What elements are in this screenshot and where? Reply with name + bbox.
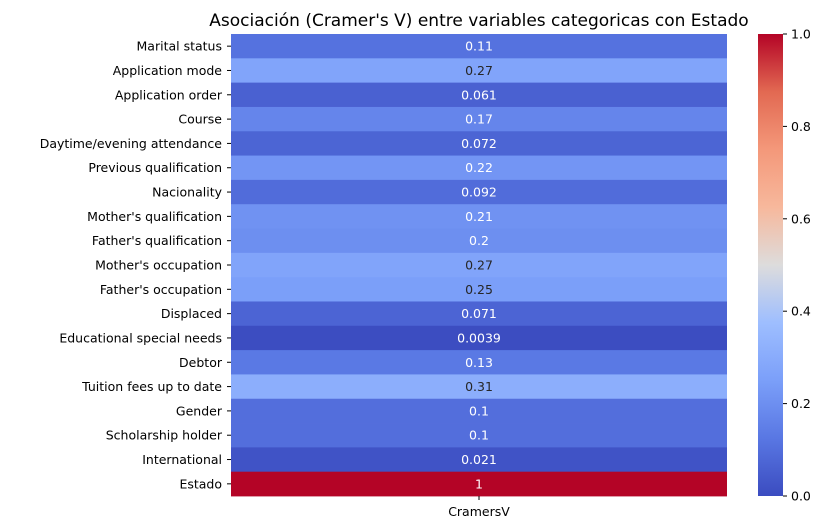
y-tick-label: Marital status [137,39,222,54]
cell-value-label: 0.13 [465,355,493,370]
y-tick-label: Tuition fees up to date [81,379,222,394]
heatmap-cell [231,131,727,156]
cell-value-label: 0.1 [469,403,489,418]
y-tick-label: Application order [115,87,223,102]
heatmap-cell [231,155,727,181]
cell-value-label: 0.021 [461,452,497,467]
cell-value-label: 0.072 [461,136,497,151]
cell-value-label: 0.27 [465,63,493,78]
cell-value-label: 0.061 [461,87,497,102]
heatmap-cell [231,34,727,59]
y-tick-label: Application mode [113,63,223,78]
y-tick-label: Nacionality [152,185,222,200]
colorbar-tick-label: 0.8 [791,119,811,134]
heatmap-cell [231,301,727,327]
heatmap-cell [231,106,727,132]
cell-value-label: 0.17 [465,112,493,127]
y-tick-label: Scholarship holder [106,428,223,443]
y-tick-label: Father's occupation [100,282,222,297]
x-axis: CramersV [448,496,510,519]
cell-value-label: 0.0039 [457,330,501,345]
colorbar-tick-label: 0.6 [791,211,811,226]
y-tick-label: Debtor [179,355,223,370]
y-tick-label: Father's qualification [92,233,222,248]
heatmap-cell [231,350,727,375]
cell-value-label: 0.2 [469,233,489,248]
y-tick-label: Mother's qualification [87,209,222,224]
colorbar-gradient [758,34,783,496]
heatmap-cell [231,228,727,254]
colorbar-tick-label: 0.2 [791,396,811,411]
cell-value-label: 0.092 [461,185,497,200]
cell-value-label: 0.27 [465,258,493,273]
colorbar-tick-label: 0.0 [791,489,811,504]
cell-value-label: 0.21 [465,209,493,224]
y-tick-label: Course [178,112,222,127]
heatmap-cell [231,447,727,473]
cell-value-label: 0.22 [465,160,493,175]
colorbar-tick-label: 0.4 [791,304,811,319]
heatmap-cell [231,277,727,302]
y-tick-label: Educational special needs [59,330,222,345]
y-tick-label: International [142,452,222,467]
heatmap-cell [231,82,727,108]
cell-value-label: 0.11 [465,39,493,54]
heatmap-cell [231,471,727,497]
heatmap-cell [231,252,727,278]
heatmap-cell [231,179,727,205]
cell-value-label: 0.31 [465,379,493,394]
y-tick-label: Previous qualification [88,160,222,175]
heatmap-cell [231,374,727,400]
colorbar-tick-label: 1.0 [791,27,811,42]
cell-value-label: 0.1 [469,428,489,443]
heatmap-cell [231,204,727,229]
heatmap-cell [231,58,727,84]
heatmap-cell [231,325,727,351]
y-tick-label: Displaced [161,306,222,321]
colorbar: 0.0 0.2 0.4 0.6 0.8 1.0 [758,27,811,504]
y-tick-label: Daytime/evening attendance [40,136,223,151]
cell-value-label: 0.071 [461,306,497,321]
cell-value-label: 0.25 [465,282,493,297]
y-tick-label: Estado [179,476,222,491]
x-tick-label: CramersV [448,504,510,519]
heatmap-cell [231,423,727,448]
heatmap-cell [231,398,727,424]
y-tick-label: Gender [176,403,223,418]
chart-title: Asociación (Cramer's V) entre variables … [209,11,748,31]
y-tick-label: Mother's occupation [95,258,222,273]
cell-value-label: 1 [475,476,483,491]
